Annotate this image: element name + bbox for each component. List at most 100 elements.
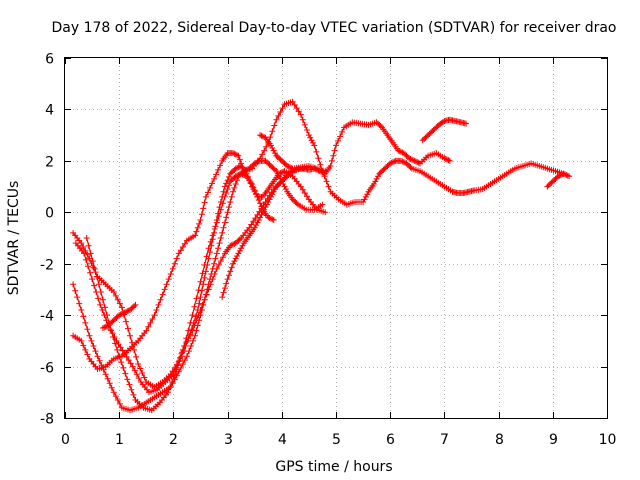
data-point-marker (242, 172, 249, 179)
data-point-marker (209, 232, 216, 239)
data-point-marker (102, 371, 109, 378)
data-point-marker (179, 349, 186, 356)
data-point-marker (280, 168, 287, 175)
data-point-marker (115, 341, 122, 348)
data-point-marker (370, 181, 377, 187)
data-point-marker (110, 334, 117, 340)
data-point-marker (98, 362, 105, 369)
data-point-marker (100, 366, 107, 373)
data-point-marker (85, 263, 91, 270)
chart-title: Day 178 of 2022, Sidereal Day-to-day VTE… (51, 20, 616, 36)
data-point-marker (315, 155, 322, 162)
data-point-marker (271, 122, 278, 129)
data-point-marker (141, 374, 148, 381)
data-point-marker (128, 386, 135, 393)
data-point-marker (132, 301, 139, 308)
data-point-marker (127, 332, 133, 339)
data-point-marker (224, 186, 231, 193)
data-point-marker (201, 296, 208, 303)
data-point-marker (123, 318, 129, 325)
data-point-marker (151, 312, 158, 319)
data-point-marker (402, 151, 409, 158)
data-point-marker (110, 289, 117, 295)
data-point-marker (95, 295, 102, 302)
data-point-marker (234, 172, 241, 179)
data-point-marker (120, 364, 127, 371)
x-tick-label: 7 (440, 432, 449, 448)
data-point-marker (199, 270, 206, 277)
data-point-marker (396, 148, 403, 155)
data-point-marker (236, 163, 243, 170)
y-tick-label: 0 (45, 206, 54, 222)
series-pass-8 (257, 132, 329, 175)
data-point-marker (303, 193, 310, 200)
data-point-marker (183, 353, 190, 360)
data-point-marker (410, 157, 417, 164)
data-point-marker (258, 211, 265, 218)
data-point-marker (118, 304, 125, 311)
data-point-marker (123, 308, 129, 315)
data-point-marker (226, 204, 232, 211)
data-point-marker (293, 200, 300, 207)
data-point-marker (555, 173, 562, 180)
data-point-marker (442, 155, 449, 162)
data-point-marker (179, 361, 186, 367)
data-point-marker (217, 235, 224, 241)
data-point-marker (259, 133, 266, 140)
data-point-marker (88, 337, 95, 344)
data-point-marker (412, 158, 419, 165)
data-point-marker (257, 200, 264, 207)
data-point-marker (277, 179, 284, 186)
y-tick-label: 4 (45, 103, 54, 119)
data-point-marker (81, 250, 87, 257)
data-point-marker (254, 159, 261, 166)
data-point-marker (131, 346, 138, 353)
data-point-marker (112, 340, 119, 347)
data-point-marker (235, 237, 242, 244)
data-point-marker (97, 301, 104, 308)
data-point-marker (117, 311, 124, 318)
data-point-marker (317, 161, 324, 168)
data-point-marker (149, 316, 156, 322)
data-point-marker (135, 375, 142, 382)
data-point-marker (202, 268, 209, 275)
y-tick-label: 2 (45, 155, 54, 171)
data-point-marker (212, 255, 219, 262)
series-pass-6 (219, 164, 312, 301)
data-point-marker (129, 363, 136, 370)
data-point-marker (415, 159, 422, 166)
data-point-marker (403, 152, 410, 159)
data-point-marker (279, 105, 286, 112)
data-point-marker (179, 244, 186, 250)
data-point-marker (127, 307, 133, 313)
data-point-marker (200, 301, 207, 308)
data-point-marker (87, 269, 94, 276)
series-pass-2 (70, 98, 567, 373)
data-point-marker (232, 173, 239, 180)
data-point-marker (191, 303, 198, 310)
x-tick-label: 3 (224, 432, 233, 448)
data-point-marker (76, 300, 83, 307)
data-point-marker (383, 164, 390, 171)
data-point-marker (322, 168, 329, 175)
data-point-marker (421, 136, 428, 142)
data-point-marker (548, 179, 555, 186)
data-point-marker (299, 116, 306, 123)
data-point-marker (328, 157, 335, 164)
y-tick-label: -4 (40, 309, 54, 325)
data-point-marker (200, 281, 207, 288)
data-point-marker (157, 296, 164, 303)
data-point-marker (398, 148, 404, 155)
data-point-marker (268, 193, 274, 200)
data-point-marker (192, 313, 199, 320)
data-point-marker (440, 119, 446, 125)
data-point-marker (120, 310, 127, 317)
data-point-marker (126, 381, 133, 388)
data-point-marker (236, 247, 243, 254)
data-point-marker (272, 166, 278, 173)
data-point-marker (89, 276, 96, 283)
data-point-marker (114, 346, 121, 353)
data-point-marker (186, 348, 192, 355)
data-point-marker (123, 353, 130, 360)
data-point-marker (360, 199, 367, 205)
